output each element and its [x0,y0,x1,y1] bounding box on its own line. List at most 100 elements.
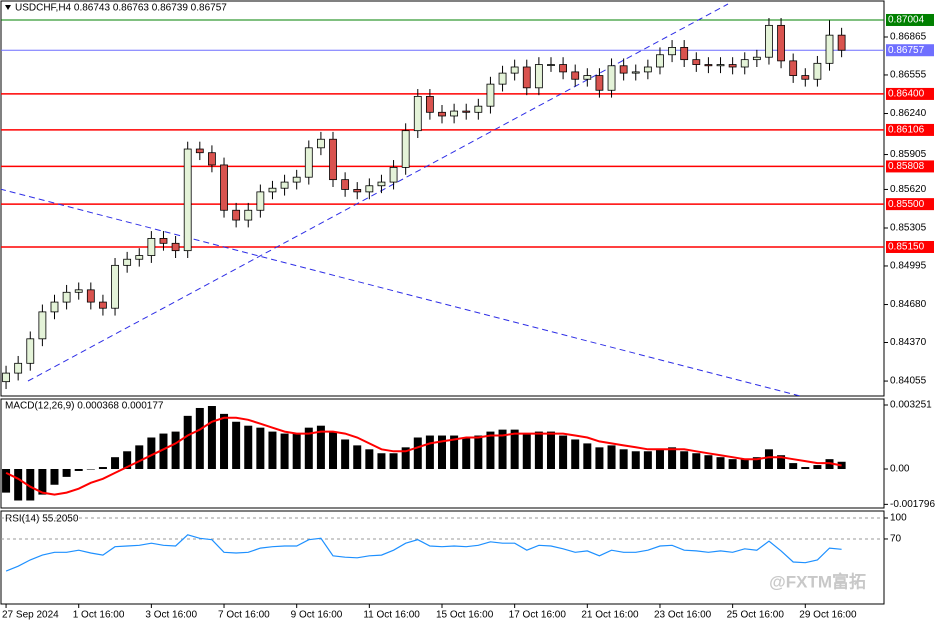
candle-body [825,34,834,64]
macd-bar [292,433,301,470]
x-tick-label: 7 Oct 16:00 [218,610,270,621]
candle-body [341,179,350,190]
candle-body [292,176,301,183]
candle-body [765,24,773,58]
candle-body [631,71,640,74]
candle-body [583,75,592,80]
macd-bar [668,447,677,470]
macd-bar [341,439,350,470]
macd-bar [728,459,737,470]
macd-bar [462,437,471,470]
level-label: 0.85150 [888,242,925,253]
y-tick-label: 0.86555 [890,70,927,81]
macd-bar [777,455,786,470]
candle-body [680,47,689,61]
macd-bar [183,415,192,470]
x-tick-label: 21 Oct 16:00 [581,610,639,621]
candle-body [401,130,410,168]
candle-body [99,301,107,309]
macd-bar [498,429,507,470]
candle-body [643,66,652,73]
macd-bar [98,467,107,470]
candle-body [450,110,459,117]
macd-bar [232,421,241,470]
level-label-box [886,123,934,136]
candle-body [317,138,325,149]
menu-triangle [5,5,11,10]
macd-bar [522,433,531,470]
candle-body [498,72,507,85]
macd-bar [389,453,398,470]
candle-body [789,60,798,76]
candle-body [353,189,362,193]
candle-body [692,59,701,65]
candle-body [656,54,664,68]
candle-body [135,255,144,260]
macd-bar [607,445,616,470]
macd-bar [752,457,761,470]
macd-bar [50,469,59,485]
macd-bar [195,407,204,470]
candle-body [740,59,749,68]
macd-bar [595,447,604,470]
candle-body [813,62,822,80]
y-tick-label: 0.00 [890,464,910,475]
main-panel [0,0,885,397]
candle-body [547,64,555,66]
candle-body [619,65,628,74]
y-tick-label: -0.001796 [890,499,935,510]
y-tick-label: 0.85620 [890,184,927,195]
macd-bar [365,449,374,470]
candle-body [244,209,253,221]
macd-bar [704,455,713,470]
level-label-box [886,13,934,26]
level-label-box [886,44,934,57]
macd-bar [147,437,156,470]
macd-bar [740,459,749,470]
macd-bar [510,429,519,470]
macd-bar [438,435,446,470]
candle-body [462,110,471,113]
candle-body [389,166,398,183]
macd-bar [474,435,483,470]
y-tick-label: 0.84680 [890,299,927,310]
level-label: 0.86757 [888,45,925,56]
macd-bar [377,453,386,470]
level-label-box [886,240,934,253]
candle-body [86,289,95,303]
macd-bar [631,451,640,470]
macd-bar [813,465,822,470]
candle-body [2,372,10,383]
macd-bar [14,469,23,501]
macd-bar [304,427,313,470]
macd-bar [38,469,47,495]
x-tick-label: 15 Oct 16:00 [436,610,494,621]
x-tick-label: 17 Oct 16:00 [509,610,567,621]
candle-body [171,242,180,252]
macd-bar [655,449,664,470]
macd-bar [244,425,253,470]
macd-bar [680,451,689,470]
candle-body [304,147,313,178]
macd-bar [486,431,495,470]
candle-body [14,362,23,374]
level-label: 0.86106 [888,125,925,136]
candle-body [801,75,810,80]
macd-bar [413,437,422,470]
macd-bar [559,435,568,470]
candle-body [728,64,737,68]
candle-body [183,148,192,252]
candle-body [208,152,216,166]
macd-bar [329,431,338,470]
macd-bar [534,431,543,470]
macd-panel [0,398,885,509]
candle-body [704,64,713,67]
y-tick-label: 0.84370 [890,337,927,348]
candle-body [413,95,422,132]
macd-bar [256,427,265,470]
candle-body [280,181,289,189]
macd-bar [74,469,83,471]
candle-body [668,47,676,56]
watermark: @FXTM富拓 [769,571,866,591]
